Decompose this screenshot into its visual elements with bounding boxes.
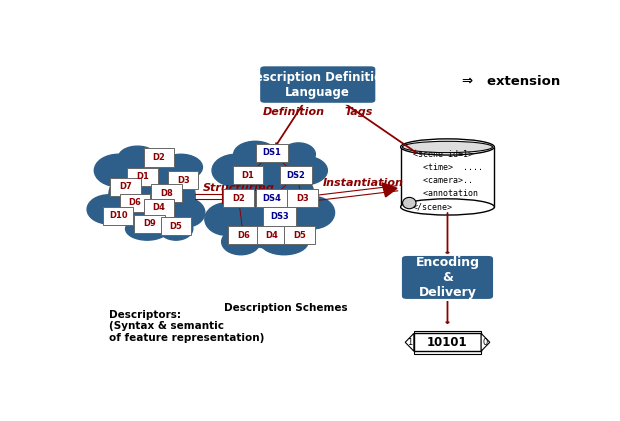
FancyBboxPatch shape (257, 226, 287, 244)
FancyBboxPatch shape (151, 184, 182, 202)
FancyBboxPatch shape (161, 217, 191, 235)
Ellipse shape (281, 143, 316, 165)
Text: Encoding
&
Delivery: Encoding & Delivery (415, 256, 479, 299)
Text: D10: D10 (109, 211, 128, 220)
Text: D1: D1 (242, 171, 255, 180)
Ellipse shape (108, 161, 195, 232)
Text: <scene id=1>
  <time>  ....
  <camera>..
  <annotation
</scene>: <scene id=1> <time> .... <camera>.. <ann… (413, 149, 482, 211)
FancyBboxPatch shape (401, 255, 494, 300)
FancyBboxPatch shape (223, 189, 254, 207)
Text: Structuring: Structuring (202, 183, 274, 193)
FancyBboxPatch shape (120, 194, 150, 212)
FancyBboxPatch shape (280, 166, 312, 184)
Text: D5: D5 (293, 231, 306, 240)
Ellipse shape (260, 229, 308, 255)
Text: D3: D3 (177, 176, 190, 185)
Polygon shape (405, 333, 414, 351)
Ellipse shape (402, 141, 492, 153)
Text: D8: D8 (160, 189, 173, 197)
Ellipse shape (234, 141, 277, 167)
FancyBboxPatch shape (144, 149, 174, 167)
Text: Instantiation: Instantiation (322, 178, 404, 188)
Text: ⇒   extension: ⇒ extension (462, 75, 560, 88)
Text: D5: D5 (169, 222, 182, 231)
FancyBboxPatch shape (103, 207, 133, 225)
Polygon shape (481, 333, 490, 351)
Bar (401, 147, 494, 207)
Polygon shape (223, 189, 236, 203)
Bar (414, 331, 481, 354)
Text: 0: 0 (483, 338, 488, 347)
FancyBboxPatch shape (287, 189, 317, 207)
Text: Tags: Tags (344, 107, 373, 117)
Ellipse shape (87, 195, 130, 224)
Text: D3: D3 (296, 194, 309, 203)
Ellipse shape (205, 203, 248, 235)
Ellipse shape (402, 197, 416, 209)
FancyBboxPatch shape (263, 208, 296, 226)
Ellipse shape (94, 154, 143, 187)
Ellipse shape (159, 154, 203, 180)
FancyBboxPatch shape (256, 144, 288, 162)
Ellipse shape (401, 199, 494, 215)
FancyBboxPatch shape (110, 178, 141, 196)
Text: DS4: DS4 (263, 194, 281, 203)
Text: D6: D6 (129, 198, 141, 208)
Text: Description Schemes: Description Schemes (224, 304, 348, 313)
Bar (414, 333, 481, 351)
Ellipse shape (159, 218, 193, 240)
Text: D1: D1 (136, 173, 149, 181)
Ellipse shape (125, 218, 169, 240)
Text: DS1: DS1 (263, 148, 281, 157)
Ellipse shape (280, 156, 327, 185)
Text: 1: 1 (407, 338, 412, 347)
Text: D4: D4 (265, 231, 278, 240)
Ellipse shape (401, 139, 494, 155)
Ellipse shape (212, 154, 260, 187)
FancyBboxPatch shape (168, 171, 198, 189)
FancyBboxPatch shape (259, 65, 376, 104)
Text: D9: D9 (143, 219, 156, 229)
Text: DS2: DS2 (286, 171, 306, 180)
Ellipse shape (224, 157, 316, 248)
FancyBboxPatch shape (233, 166, 264, 184)
FancyBboxPatch shape (135, 215, 165, 233)
Text: 10101: 10101 (427, 336, 468, 349)
Text: D6: D6 (237, 231, 250, 240)
Ellipse shape (291, 196, 335, 229)
Polygon shape (382, 183, 397, 197)
FancyBboxPatch shape (228, 226, 259, 244)
FancyBboxPatch shape (127, 168, 157, 186)
Text: D2: D2 (153, 153, 166, 162)
Ellipse shape (166, 198, 205, 227)
Text: Descriptors:
(Syntax & semantic
of feature representation): Descriptors: (Syntax & semantic of featu… (108, 310, 264, 343)
FancyBboxPatch shape (285, 226, 314, 244)
Ellipse shape (118, 146, 157, 169)
Text: D2: D2 (232, 194, 245, 203)
Text: Definition: Definition (262, 107, 324, 117)
Text: D7: D7 (119, 182, 132, 191)
Ellipse shape (222, 229, 260, 255)
FancyBboxPatch shape (256, 189, 288, 207)
FancyBboxPatch shape (144, 199, 174, 217)
Text: DS3: DS3 (270, 212, 289, 221)
Text: D4: D4 (153, 203, 166, 212)
Text: Description Definition
Language: Description Definition Language (245, 71, 391, 99)
